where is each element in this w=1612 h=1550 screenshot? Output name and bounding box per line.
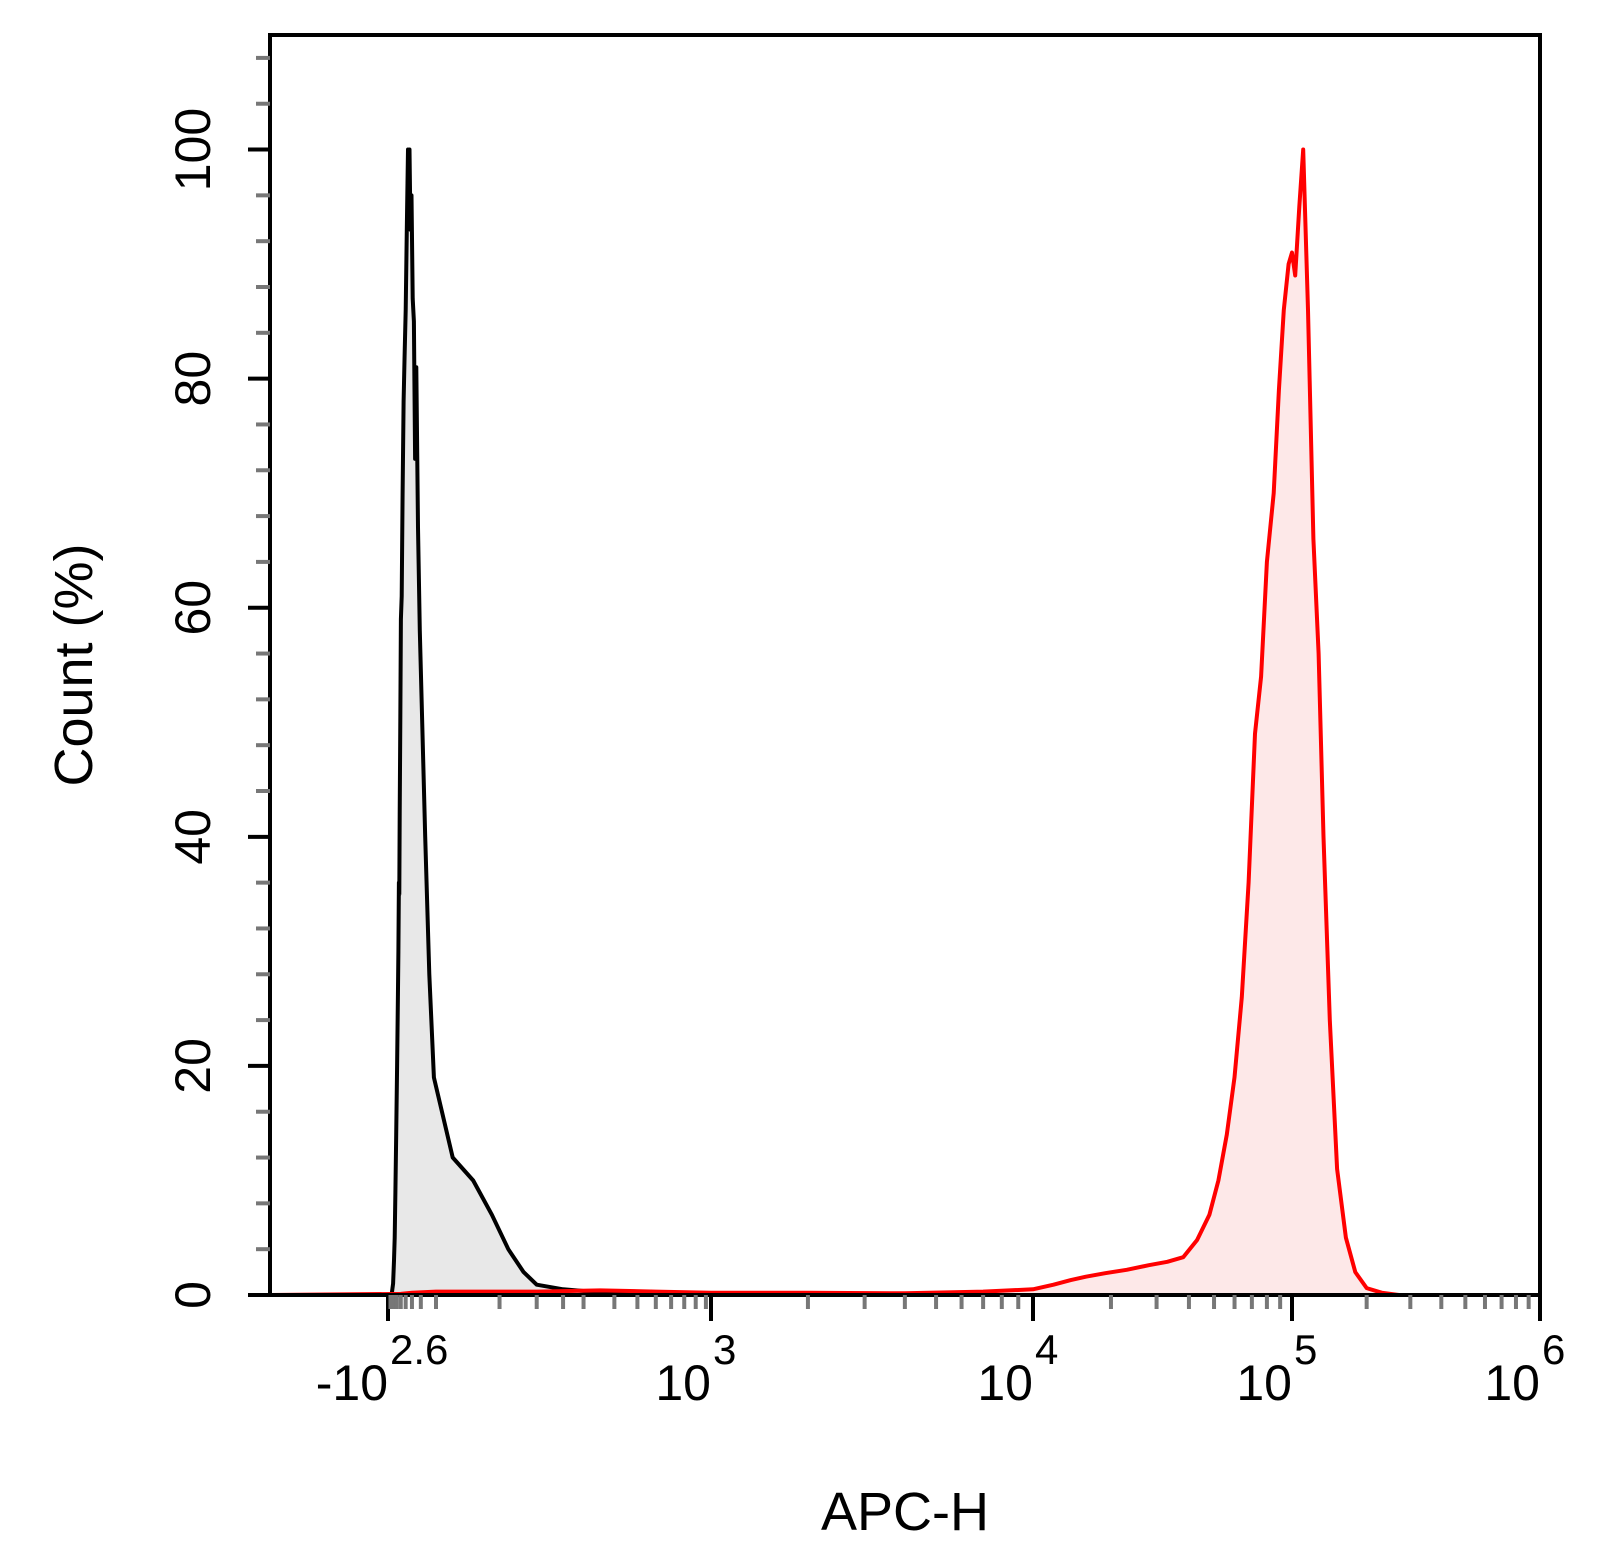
x-tick-label: 10 (1484, 1355, 1540, 1411)
series-fill-stained (270, 149, 1399, 1295)
x-tick-label: 10 (1236, 1355, 1292, 1411)
y-tick-label: 60 (165, 580, 221, 636)
x-tick-exponent: 4 (1035, 1326, 1058, 1373)
y-tick-label: 0 (165, 1281, 221, 1309)
plot-frame (268, 33, 1542, 1297)
x-tick-exponent: 6 (1542, 1326, 1565, 1373)
x-tick-exponent: 5 (1294, 1326, 1317, 1373)
x-tick-label: 10 (977, 1355, 1033, 1411)
series-line-control (389, 147, 1002, 1297)
x-tick-exponent: 2.6 (390, 1326, 448, 1373)
series-line-stained (269, 147, 1400, 1297)
x-tick-label: -10 (316, 1355, 388, 1411)
x-tick-label: 10 (655, 1355, 711, 1411)
y-tick-label: 40 (165, 809, 221, 865)
y-tick-label: 100 (165, 108, 221, 191)
x-axis-title: APC-H (821, 1482, 989, 1542)
x-tick-exponent: 3 (713, 1326, 736, 1373)
y-axis-title: Count (%) (44, 543, 104, 786)
series-fill-control (391, 149, 1002, 1295)
y-tick-label: 20 (165, 1038, 221, 1094)
y-tick-label: 80 (165, 351, 221, 407)
